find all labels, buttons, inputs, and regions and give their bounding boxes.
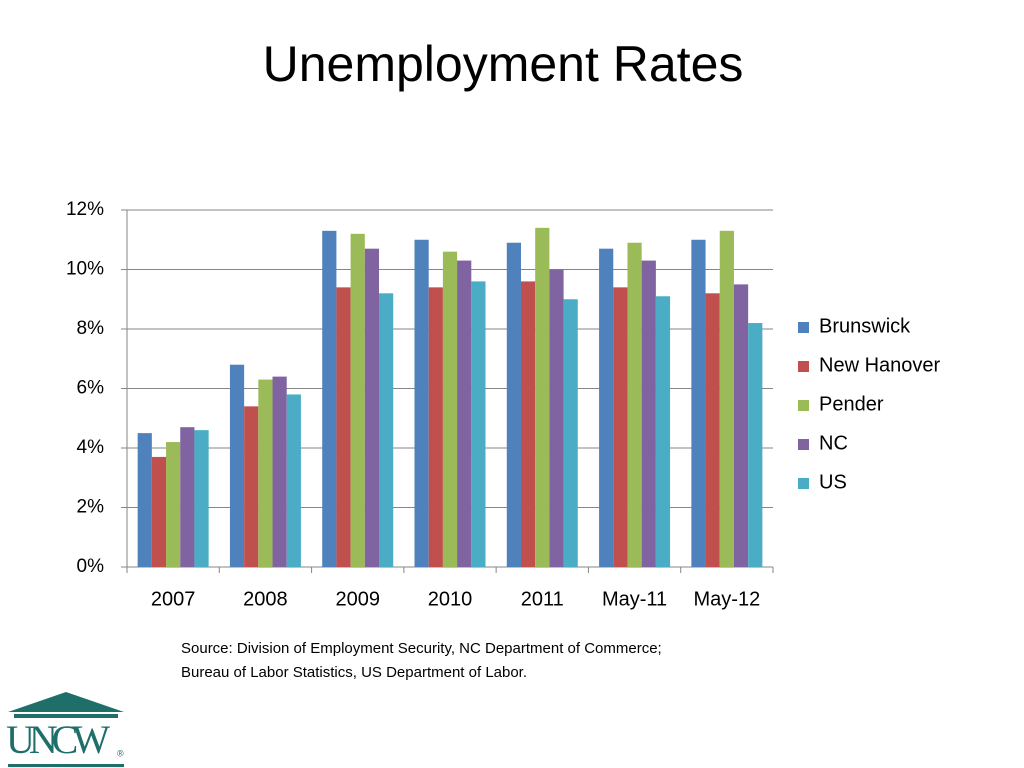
bar xyxy=(244,406,259,567)
logo-text: UNCW xyxy=(6,717,110,762)
bar xyxy=(627,242,642,567)
logo-beam xyxy=(14,714,118,718)
legend-label: Brunswick xyxy=(819,315,911,337)
legend-swatch xyxy=(798,439,809,450)
y-tick-label: 6% xyxy=(77,378,105,399)
bar xyxy=(563,299,578,567)
x-tick-label: May-12 xyxy=(694,588,761,610)
bar xyxy=(379,293,394,567)
bar xyxy=(748,323,763,567)
bar xyxy=(457,260,472,567)
bar xyxy=(258,379,273,567)
legend-label: New Hanover xyxy=(819,354,941,376)
legend-swatch xyxy=(798,322,809,333)
bar xyxy=(151,456,167,567)
source-note: Bureau of Labor Statistics, US Departmen… xyxy=(181,664,527,681)
bar xyxy=(364,248,380,568)
bar xyxy=(471,281,486,567)
x-tick-label: 2008 xyxy=(243,588,288,610)
bar xyxy=(733,284,749,567)
bar xyxy=(691,239,706,567)
logo-mark: ® xyxy=(117,748,124,758)
bar xyxy=(655,296,671,567)
x-tick-label: 2007 xyxy=(151,588,196,610)
bar xyxy=(428,287,443,567)
bar xyxy=(442,251,458,567)
bar xyxy=(166,442,181,567)
bar xyxy=(613,287,628,567)
logo-base xyxy=(8,764,124,767)
legend-label: NC xyxy=(819,432,848,454)
bar xyxy=(336,287,351,567)
bar xyxy=(286,394,301,567)
legend-swatch xyxy=(798,361,809,372)
bar xyxy=(599,248,614,568)
y-tick-label: 10% xyxy=(66,259,104,280)
x-tick-label: 2011 xyxy=(521,588,564,610)
bar xyxy=(535,227,550,567)
bar xyxy=(506,242,521,567)
logo-roof xyxy=(8,692,124,712)
legend-label: Pender xyxy=(819,393,884,415)
bar xyxy=(180,427,195,567)
bar xyxy=(137,433,152,567)
chart-title: Unemployment Rates xyxy=(263,36,744,92)
source-note: Source: Division of Employment Security,… xyxy=(181,640,662,657)
y-tick-label: 0% xyxy=(77,556,105,577)
bar xyxy=(194,430,209,567)
y-tick-label: 2% xyxy=(77,497,105,518)
bar xyxy=(350,233,365,568)
legend-label: US xyxy=(819,471,847,493)
x-tick-label: 2009 xyxy=(335,588,380,610)
bar xyxy=(414,239,429,567)
bar xyxy=(520,281,536,567)
x-tick-label: 2010 xyxy=(428,588,473,610)
bar xyxy=(549,269,564,567)
bar xyxy=(641,260,656,567)
y-tick-label: 4% xyxy=(77,437,105,458)
bar xyxy=(719,230,734,567)
bar xyxy=(272,376,287,567)
x-tick-label: May-11 xyxy=(602,588,667,610)
bar xyxy=(705,293,720,567)
legend-swatch xyxy=(798,400,809,411)
logo: UNCW ® xyxy=(6,692,124,767)
bar xyxy=(229,364,245,567)
y-tick-label: 8% xyxy=(77,318,105,339)
legend-swatch xyxy=(798,478,809,489)
bar xyxy=(322,230,337,567)
y-tick-label: 12% xyxy=(66,199,104,220)
